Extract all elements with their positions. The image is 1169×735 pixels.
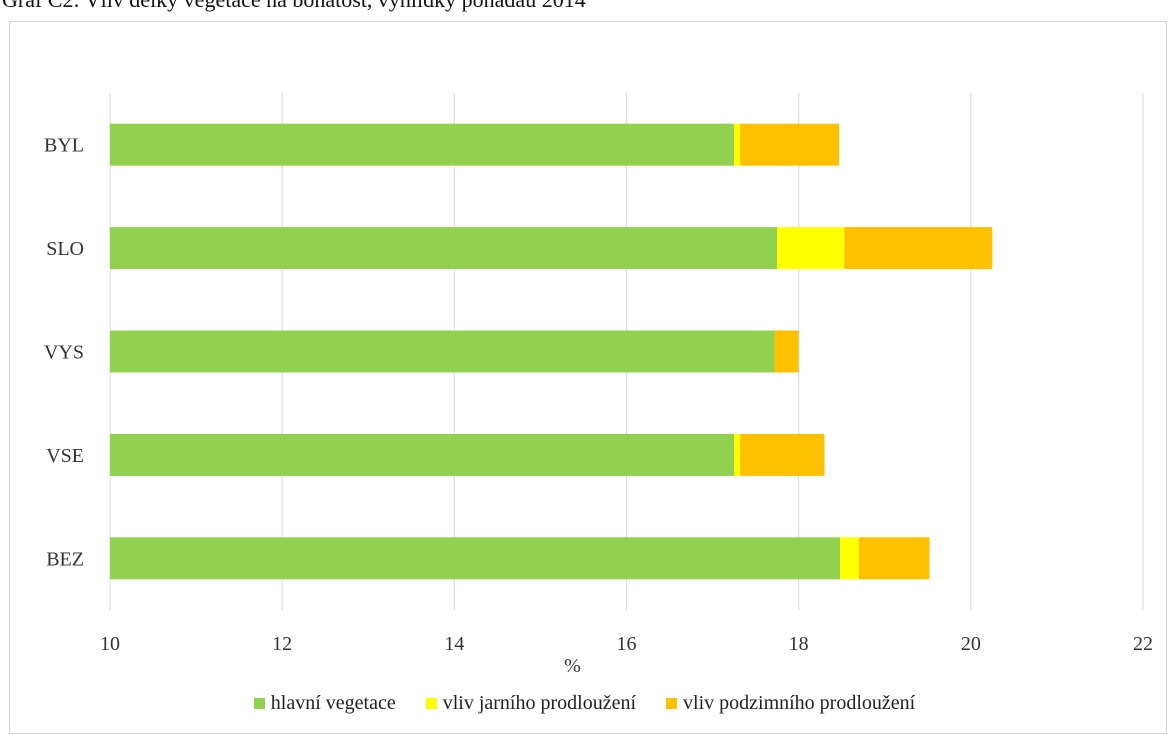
bar-segment — [774, 330, 799, 373]
x-tick-label: 12 — [272, 633, 292, 655]
y-tick-label: VSE — [46, 445, 84, 467]
bar-segment — [734, 123, 741, 166]
bar-segment — [844, 227, 993, 270]
bar-segment — [839, 537, 859, 580]
y-tick-label: BYL — [44, 135, 84, 157]
legend-label-hlavni: hlavní vegetace — [270, 691, 396, 714]
bar-segment — [110, 433, 735, 476]
x-tick-label: 10 — [100, 633, 120, 655]
legend-item-jarni: vliv jarního prodloužení — [425, 691, 637, 715]
legend-swatch-jarni — [425, 697, 437, 709]
bar-segment — [777, 227, 845, 270]
legend-swatch-podzimni — [666, 697, 678, 709]
x-tick-label: 20 — [961, 633, 981, 655]
bar-segment — [734, 433, 741, 476]
bar-segment — [858, 537, 930, 580]
bar-segment — [110, 330, 775, 373]
y-tick-label: VYS — [44, 342, 84, 364]
legend: hlavní vegetace vliv jarního prodloužení… — [0, 688, 1169, 718]
legend-swatch-hlavni — [253, 697, 265, 709]
chart-caption: Graf C2: Vliv délky vegetace na bohatost… — [2, 0, 586, 14]
bar-segment — [740, 433, 825, 476]
bar-segment — [110, 123, 735, 166]
bar-segment — [110, 227, 778, 270]
bar-segment — [740, 123, 840, 166]
y-tick-label: BEZ — [46, 548, 84, 570]
x-axis-label: % — [564, 655, 581, 677]
legend-label-jarni: vliv jarního prodloužení — [442, 691, 637, 714]
bar-segment — [110, 537, 840, 580]
x-tick-label: 22 — [1133, 633, 1153, 655]
legend-item-hlavni: hlavní vegetace — [253, 691, 396, 715]
y-tick-label: SLO — [46, 238, 84, 260]
x-tick-label: 16 — [617, 633, 637, 655]
legend-item-podzimni: vliv podzimního prodloužení — [666, 692, 915, 715]
x-tick-label: 18 — [789, 633, 809, 655]
x-tick-label: 14 — [444, 633, 464, 655]
legend-label-podzimni: vliv podzimního prodloužení — [683, 691, 916, 714]
